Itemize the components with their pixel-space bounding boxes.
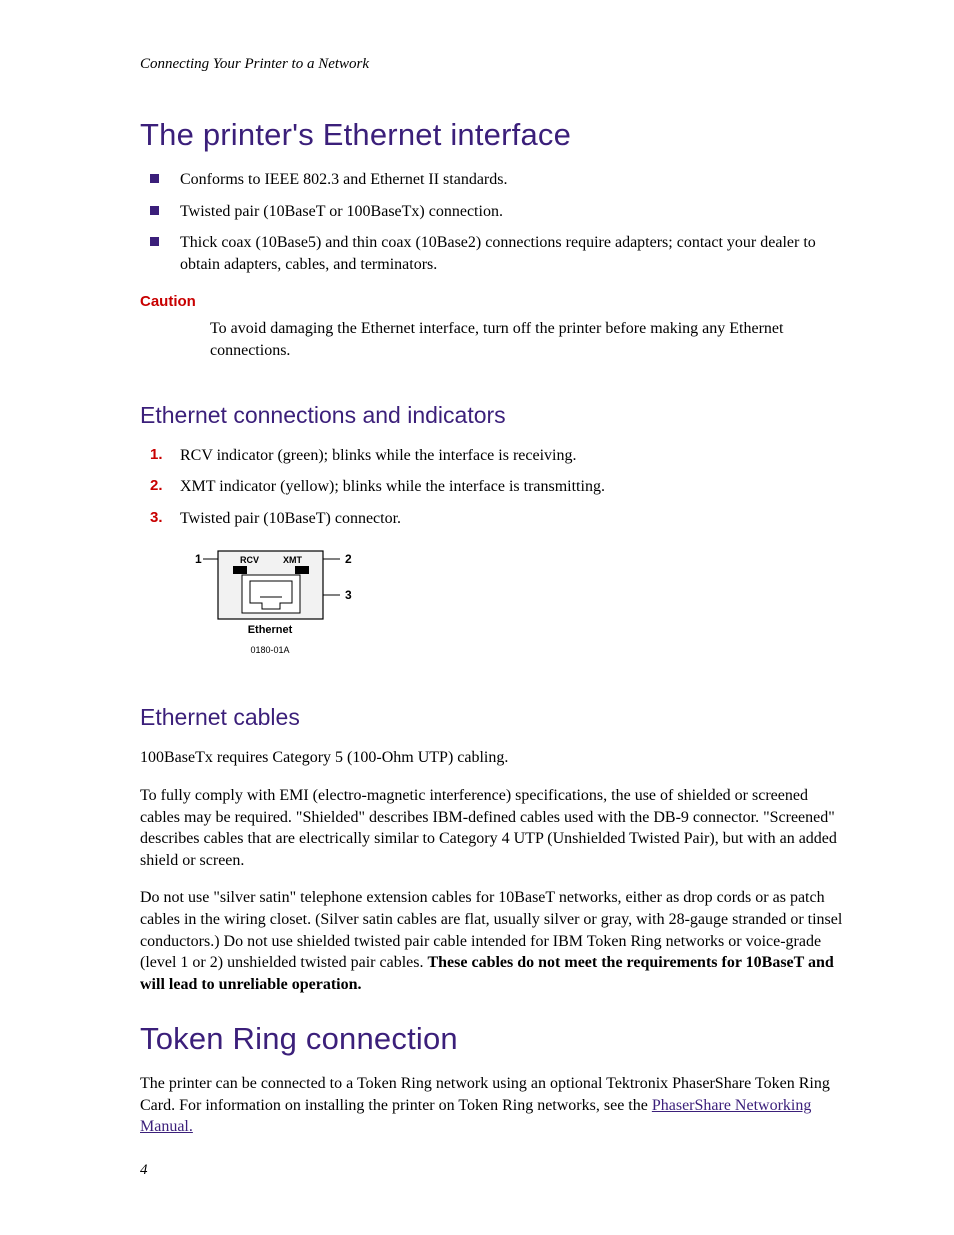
body-paragraph: To fully comply with EMI (electro-magnet…	[140, 785, 849, 871]
square-bullet-icon	[150, 206, 159, 215]
list-item-text: Conforms to IEEE 802.3 and Ethernet II s…	[180, 171, 507, 188]
list-item-text: Twisted pair (10BaseT or 100BaseTx) conn…	[180, 203, 503, 220]
section-title-ethernet-interface: The printer's Ethernet interface	[140, 117, 849, 153]
list-item-text: Thick coax (10Base5) and thin coax (10Ba…	[180, 234, 816, 273]
section-title-token-ring: Token Ring connection	[140, 1021, 849, 1057]
list-item-text: RCV indicator (green); blinks while the …	[180, 447, 576, 464]
diagram-callout-3: 3	[345, 588, 352, 602]
list-item-text: XMT indicator (yellow); blinks while the…	[180, 478, 605, 495]
list-item: Thick coax (10Base5) and thin coax (10Ba…	[180, 232, 849, 275]
body-paragraph: The printer can be connected to a Token …	[140, 1073, 849, 1138]
ethernet-interface-bullets: Conforms to IEEE 802.3 and Ethernet II s…	[140, 169, 849, 275]
list-item: 3.Twisted pair (10BaseT) connector.	[180, 508, 849, 530]
list-item: 2.XMT indicator (yellow); blinks while t…	[180, 476, 849, 498]
list-item: Twisted pair (10BaseT or 100BaseTx) conn…	[180, 201, 849, 223]
diagram-label-xmt: XMT	[283, 555, 303, 565]
caution-label: Caution	[140, 293, 849, 310]
diagram-callout-1: 1	[195, 552, 202, 566]
list-number: 2.	[150, 476, 163, 496]
diagram-callout-2: 2	[345, 552, 352, 566]
list-number: 1.	[150, 445, 163, 465]
body-paragraph: Do not use "silver satin" telephone exte…	[140, 887, 849, 995]
diagram-label-ethernet: Ethernet	[248, 624, 293, 636]
square-bullet-icon	[150, 174, 159, 183]
subsection-title-connections: Ethernet connections and indicators	[140, 402, 849, 429]
ethernet-port-diagram: 1 2 3 RCV XMT Ethernet 0180-01A	[170, 549, 849, 674]
body-paragraph: 100BaseTx requires Category 5 (100-Ohm U…	[140, 747, 849, 769]
caution-body: To avoid damaging the Ethernet interface…	[210, 318, 849, 361]
list-item: Conforms to IEEE 802.3 and Ethernet II s…	[180, 169, 849, 191]
running-head: Connecting Your Printer to a Network	[140, 56, 849, 73]
list-item-text: Twisted pair (10BaseT) connector.	[180, 510, 401, 527]
diagram-label-rcv: RCV	[240, 555, 259, 565]
square-bullet-icon	[150, 237, 159, 246]
list-number: 3.	[150, 508, 163, 528]
list-item: 1.RCV indicator (green); blinks while th…	[180, 445, 849, 467]
indicators-list: 1. RCV indicator (green); blinks while th…	[140, 445, 849, 530]
diagram-code: 0180-01A	[250, 645, 289, 655]
page-number: 4	[140, 1162, 148, 1179]
subsection-title-cables: Ethernet cables	[140, 704, 849, 731]
